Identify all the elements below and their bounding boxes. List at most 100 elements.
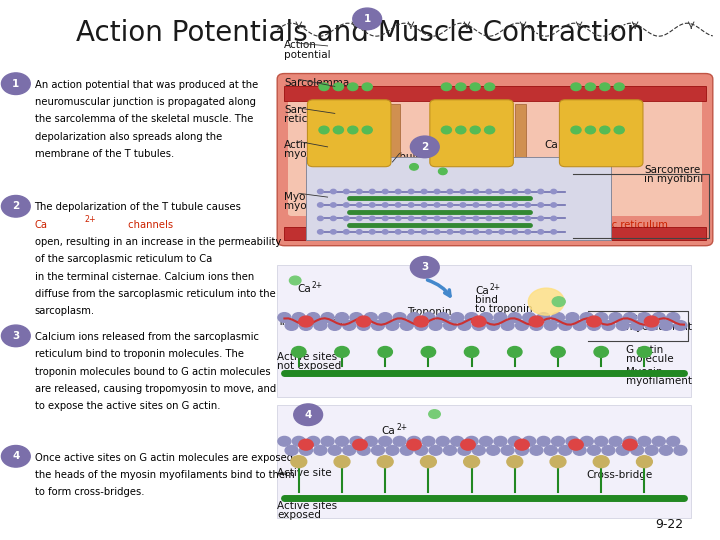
Circle shape	[421, 216, 427, 220]
Circle shape	[330, 190, 336, 194]
Circle shape	[616, 446, 629, 455]
Circle shape	[330, 230, 336, 234]
Circle shape	[407, 439, 421, 450]
Circle shape	[382, 203, 388, 207]
Circle shape	[473, 203, 479, 207]
Circle shape	[538, 190, 544, 194]
Circle shape	[538, 230, 544, 234]
Circle shape	[292, 436, 305, 446]
Circle shape	[460, 230, 466, 234]
Text: 3: 3	[421, 262, 428, 272]
Circle shape	[512, 190, 518, 194]
Circle shape	[318, 190, 323, 194]
Circle shape	[350, 313, 363, 322]
Circle shape	[350, 436, 363, 446]
Text: Active sites: Active sites	[277, 501, 338, 511]
Circle shape	[343, 230, 349, 234]
Text: Once active sites on G actin molecules are exposed,: Once active sites on G actin molecules a…	[35, 453, 296, 463]
Circle shape	[644, 316, 659, 327]
Circle shape	[636, 456, 652, 468]
Circle shape	[356, 230, 362, 234]
Text: 2+: 2+	[559, 138, 570, 147]
Circle shape	[631, 446, 644, 455]
Circle shape	[456, 126, 466, 134]
Circle shape	[587, 316, 601, 327]
Circle shape	[473, 216, 479, 220]
Circle shape	[537, 313, 550, 322]
Text: myofilament: myofilament	[626, 322, 693, 333]
Circle shape	[400, 321, 413, 330]
Circle shape	[321, 436, 334, 446]
Text: 9-22: 9-22	[655, 518, 683, 531]
Circle shape	[444, 321, 456, 330]
Circle shape	[292, 313, 305, 322]
Circle shape	[428, 410, 440, 418]
Text: neuromuscular junction is propagated along: neuromuscular junction is propagated alo…	[35, 97, 256, 107]
Circle shape	[538, 203, 544, 207]
Circle shape	[645, 321, 658, 330]
Circle shape	[356, 203, 362, 207]
Circle shape	[571, 126, 581, 134]
Circle shape	[609, 313, 622, 322]
Circle shape	[379, 436, 392, 446]
Circle shape	[321, 313, 334, 322]
Circle shape	[569, 439, 583, 450]
Circle shape	[460, 216, 466, 220]
Circle shape	[278, 313, 291, 322]
Text: not exposed: not exposed	[277, 361, 341, 372]
Circle shape	[480, 313, 492, 322]
Circle shape	[395, 230, 401, 234]
Circle shape	[314, 446, 327, 455]
Text: troponin molecules bound to G actin molecules: troponin molecules bound to G actin mole…	[35, 367, 270, 377]
Circle shape	[538, 216, 544, 220]
Circle shape	[343, 321, 356, 330]
Circle shape	[464, 456, 480, 468]
Circle shape	[652, 313, 665, 322]
Circle shape	[410, 256, 439, 278]
Circle shape	[593, 456, 609, 468]
Circle shape	[486, 216, 492, 220]
FancyBboxPatch shape	[277, 405, 691, 518]
Circle shape	[525, 203, 531, 207]
Text: 3: 3	[12, 331, 19, 341]
Circle shape	[353, 439, 367, 450]
Circle shape	[333, 83, 343, 91]
Circle shape	[552, 436, 564, 446]
Text: exposed: exposed	[277, 510, 321, 520]
Circle shape	[566, 313, 579, 322]
Circle shape	[343, 203, 349, 207]
Text: An action potential that was produced at the: An action potential that was produced at…	[35, 80, 258, 90]
Circle shape	[299, 316, 313, 327]
Circle shape	[434, 230, 440, 234]
Circle shape	[369, 203, 375, 207]
Text: Ca: Ca	[544, 140, 558, 151]
Circle shape	[551, 230, 557, 234]
Circle shape	[460, 190, 466, 194]
Circle shape	[372, 446, 384, 455]
Text: Active sites: Active sites	[277, 352, 338, 362]
Text: Sarcomere: Sarcomere	[644, 165, 701, 175]
Circle shape	[530, 321, 543, 330]
Text: channels: channels	[125, 220, 173, 230]
Text: 2+: 2+	[85, 215, 96, 225]
Text: 4: 4	[305, 410, 312, 420]
Circle shape	[472, 316, 486, 327]
Circle shape	[552, 313, 564, 322]
Text: The depolarization of the T tubule causes: The depolarization of the T tubule cause…	[35, 202, 245, 213]
Circle shape	[395, 216, 401, 220]
Circle shape	[328, 321, 341, 330]
Circle shape	[314, 321, 327, 330]
Text: Myosin: Myosin	[626, 367, 663, 377]
Circle shape	[551, 203, 557, 207]
Circle shape	[307, 436, 320, 446]
Circle shape	[421, 230, 427, 234]
Text: Sarcoplasmic: Sarcoplasmic	[284, 105, 354, 115]
Circle shape	[434, 203, 440, 207]
Text: Tropomyosin: Tropomyosin	[277, 317, 343, 327]
Circle shape	[414, 316, 428, 327]
Text: molecule: molecule	[626, 354, 674, 364]
Circle shape	[382, 216, 388, 220]
Circle shape	[436, 313, 449, 322]
Circle shape	[456, 83, 466, 91]
Text: Cross-bridge: Cross-bridge	[587, 470, 653, 480]
